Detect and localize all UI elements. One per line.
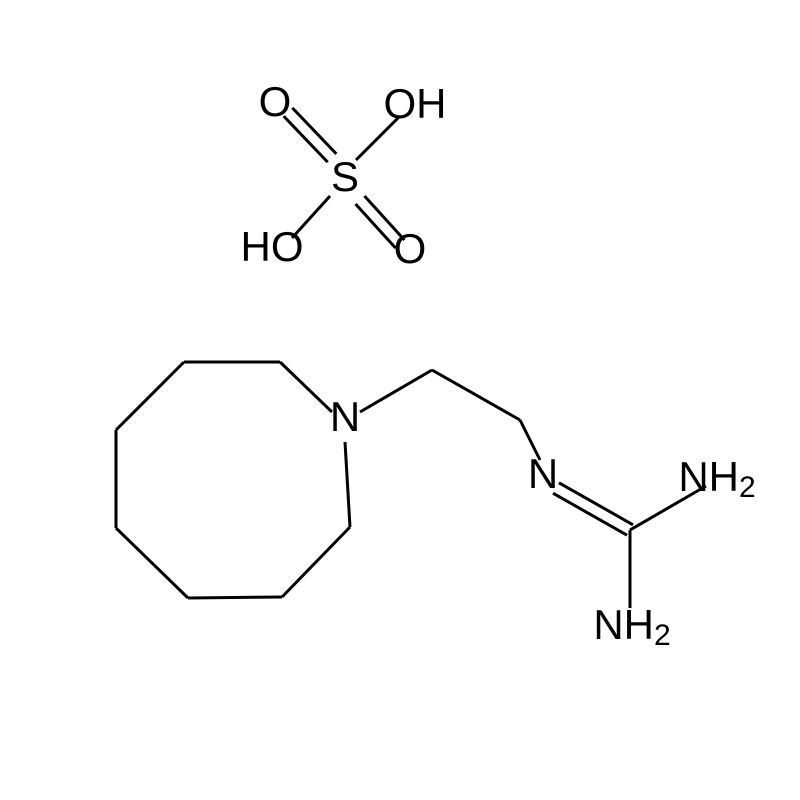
gb-atom-NH2_bot: NH2 — [593, 601, 670, 652]
ring-bond-v3-v4 — [116, 528, 188, 598]
gb-atom-chain_N: N — [528, 450, 558, 497]
bonds-layer — [116, 108, 706, 608]
chain-bond-v0_N-c1 — [360, 370, 432, 412]
ring-bond-v1-v2 — [282, 527, 350, 597]
ring-bond-v5-v6 — [116, 362, 184, 430]
gb-atom-NH2_top: NH2 — [678, 453, 755, 504]
sa-atom-O_ul: O — [259, 78, 292, 125]
molecule-diagram: SO O OH HO N N NH2 NH2 — [0, 0, 800, 800]
sa-atom-O_lr: O — [394, 225, 427, 272]
chain-bond-c1-c2 — [432, 370, 520, 420]
sa-bond-S-O_lr-a — [356, 204, 396, 248]
ring-bond-v7-v0_N — [280, 362, 332, 412]
sa-atom-HO_ll: HO — [241, 223, 304, 270]
ring-bond-v2-v3 — [188, 597, 282, 598]
ring-bond-v0_N-v1 — [345, 442, 350, 527]
sa-atom-OH_ur: OH — [384, 80, 447, 127]
atoms-layer: SO O OH HO N N NH2 NH2 — [241, 78, 756, 652]
gb-atom-ring_N: N — [330, 393, 360, 440]
sa-atom-S: S — [331, 153, 359, 200]
